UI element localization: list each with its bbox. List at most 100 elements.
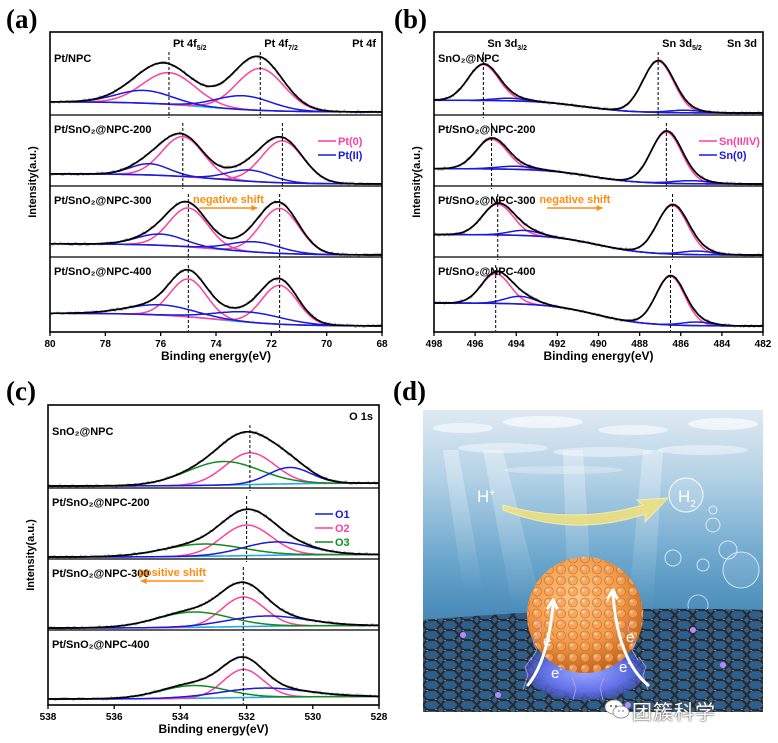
- y-axis-label: Intensity(a.u.): [25, 519, 37, 591]
- x-axis-label: Binding energy(eV): [161, 349, 271, 363]
- sample-label: Pt/SnO₂@NPC-300: [52, 568, 150, 580]
- envelope-fit-line: [48, 581, 379, 629]
- electron-labels: e- e- e- e-: [543, 628, 637, 682]
- watermark-text: 团簇科学: [632, 700, 716, 724]
- envelope-fit-line: [434, 202, 763, 256]
- x-tick-label: 498: [426, 339, 443, 350]
- legend-label: O1: [335, 509, 350, 521]
- shift-arrow-head-icon: [251, 205, 258, 211]
- legend-label: O2: [335, 523, 350, 535]
- panel-label-d: (d): [393, 376, 426, 406]
- spectrum-stack: Pt/SnO₂@NPC-200: [49, 123, 383, 189]
- x-tick-label: 530: [304, 712, 321, 723]
- electron-label: e-: [626, 628, 637, 646]
- wechat-icon: [604, 699, 630, 719]
- spectrum-stack: SnO₂@NPC: [47, 425, 380, 491]
- fit-component-o3: [48, 611, 379, 629]
- sample-label: Pt/SnO₂@NPC-300: [54, 195, 152, 207]
- peak-label: Pt 4f5/2: [173, 38, 207, 52]
- x-tick-label: 532: [238, 712, 255, 723]
- x-tick-label: 80: [44, 339, 56, 350]
- fit-component-sn-0-: [434, 295, 763, 327]
- spectrum-stack: Pt/SnO₂@NPC-200: [47, 496, 380, 562]
- envelope-fit-line: [48, 430, 379, 487]
- sample-label: SnO₂@NPC: [52, 426, 114, 438]
- electron-label: e-: [619, 658, 630, 676]
- x-tick-label: 70: [321, 339, 333, 350]
- x-tick-label: 494: [508, 339, 525, 350]
- legend-label: Pt(0): [338, 136, 363, 148]
- sample-label: Pt/SnO₂@NPC-200: [54, 124, 152, 136]
- sample-label: SnO₂@NPC: [438, 53, 500, 65]
- legend-label: Pt(II): [338, 150, 363, 162]
- shift-arrow-head-icon: [140, 578, 147, 584]
- shift-arrow-head-icon: [596, 205, 603, 211]
- peak-label: Sn 3d3/2: [487, 38, 527, 52]
- x-tick-label: 488: [631, 339, 648, 350]
- x-tick-label: 78: [100, 339, 112, 350]
- x-tick-label: 74: [210, 339, 222, 350]
- y-axis-label: Intensity(a.u.): [411, 146, 423, 218]
- y-axis-label: Intensity(a.u.): [27, 146, 39, 218]
- shift-annotation-label: negative shift: [539, 194, 610, 206]
- legend-label: Sn(II/IV): [719, 136, 760, 148]
- envelope-fit-line: [50, 268, 382, 327]
- water-surface-ripples: [433, 416, 758, 474]
- chart-title: O 1s: [349, 411, 373, 423]
- fit-component-sn-ii-iv-: [434, 203, 763, 256]
- chart-panel-c: SnO₂@NPC Pt/SnO₂@NPC-200 Pt/SnO₂@NPC-300 Pt…: [25, 404, 388, 736]
- panel-label-a: (a): [6, 4, 38, 34]
- shift-annotation-label: negative shift: [193, 194, 264, 206]
- x-tick-label: 484: [714, 339, 731, 350]
- x-tick-label: 490: [590, 339, 607, 350]
- envelope-fit-line: [50, 200, 382, 256]
- envelope-fit-line: [48, 656, 380, 700]
- spectrum-stack: Pt/SnO₂@NPC-400: [433, 265, 764, 331]
- chart-title: Sn 3d: [727, 38, 757, 50]
- x-tick-label: 538: [40, 712, 57, 723]
- sample-label: Pt/NPC: [54, 53, 91, 65]
- x-tick-label: 528: [371, 712, 388, 723]
- sample-label: Pt/SnO₂@NPC-200: [438, 124, 536, 136]
- sample-label: Pt/SnO₂@NPC-400: [438, 266, 536, 278]
- spectrum-stack: Pt/SnO₂@NPC-400: [47, 638, 380, 704]
- spectrum-stack: SnO₂@NPC: [433, 52, 764, 118]
- spectrum-stack: Pt/SnO₂@NPC-300: [47, 567, 380, 633]
- x-tick-label: 492: [549, 339, 566, 350]
- pt-nanoparticle: [527, 557, 643, 673]
- panel-label-c: (c): [6, 376, 36, 406]
- hydrogen-evolution-illustration: H+ H2 e: [423, 410, 763, 712]
- x-axis-label: Binding energy(eV): [543, 349, 653, 363]
- spectrum-stack: Pt/SnO₂@NPC-200: [433, 123, 764, 189]
- x-tick-label: 482: [755, 339, 772, 350]
- fit-component-sn-ii-iv-: [434, 204, 763, 256]
- x-tick-label: 496: [467, 339, 484, 350]
- chart-title: Pt 4f: [352, 38, 376, 50]
- h2-label: H2: [678, 487, 696, 510]
- shift-annotation-label: positive shift: [138, 567, 206, 579]
- x-tick-label: 534: [172, 712, 189, 723]
- hydrogen-bubble-icon: [664, 477, 760, 616]
- axes-frame: [47, 404, 380, 706]
- legend-label: O3: [335, 537, 350, 549]
- envelope-fit-line: [434, 270, 763, 327]
- envelope-fit-line: [50, 55, 382, 113]
- x-tick-label: 72: [266, 339, 278, 350]
- peak-label: Pt 4f7/2: [264, 38, 298, 52]
- fit-component-pt-0-: [50, 67, 382, 113]
- fit-component-sn-ii-iv-: [434, 131, 763, 185]
- sample-label: Pt/SnO₂@NPC-200: [52, 497, 150, 509]
- spectrum-stack: Pt/SnO₂@NPC-400: [49, 265, 383, 331]
- x-axis-label: Binding energy(eV): [158, 722, 268, 736]
- sample-label: Pt/SnO₂@NPC-300: [438, 195, 536, 207]
- peak-label: Sn 3d5/2: [662, 38, 702, 52]
- spectrum-stack: Pt/NPC: [49, 52, 383, 118]
- panel-label-b: (b): [394, 4, 427, 34]
- electron-label: e-: [551, 664, 562, 682]
- h-plus-label: H+: [477, 487, 495, 506]
- x-tick-label: 68: [376, 339, 388, 350]
- envelope-fit-line: [434, 130, 763, 185]
- x-tick-label: 536: [106, 712, 123, 723]
- electron-flow-arrows: [526, 588, 650, 687]
